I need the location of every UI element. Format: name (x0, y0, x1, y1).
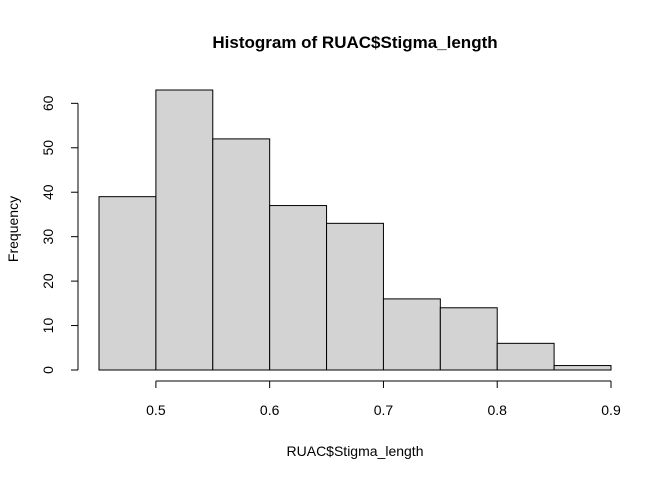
histogram-bar (155, 89, 214, 371)
x-tick-label: 0.9 (601, 402, 621, 418)
y-axis: 0 10 20 30 40 50 60 (40, 95, 79, 374)
y-tick-label: 30 (40, 229, 56, 245)
histogram-bar (439, 307, 498, 371)
histogram-bar (326, 222, 384, 371)
y-axis-label: Frequency (5, 196, 21, 262)
y-tick-label: 10 (40, 318, 56, 334)
y-tick-label: 40 (40, 184, 56, 200)
histogram-bar (98, 196, 157, 371)
y-tick-label: 20 (40, 273, 56, 289)
x-tick-label: 0.5 (146, 402, 166, 418)
histogram-bar (212, 138, 271, 371)
x-tick-label: 0.8 (487, 402, 507, 418)
x-tick-label: 0.7 (374, 402, 394, 418)
bars-group (98, 89, 612, 371)
histogram-bar (496, 342, 555, 371)
y-tick-label: 0 (40, 366, 56, 374)
y-tick-label: 50 (40, 140, 56, 156)
y-tick-label: 60 (40, 95, 56, 111)
chart-title: Histogram of RUAC$Stigma_length (212, 33, 497, 52)
histogram-bar (269, 205, 328, 371)
histogram-bar (553, 365, 612, 371)
x-axis: 0.5 0.6 0.7 0.8 0.9 (146, 380, 621, 418)
x-tick-label: 0.6 (260, 402, 280, 418)
histogram-bar (382, 298, 441, 371)
x-axis-label: RUAC$Stigma_length (287, 443, 424, 459)
